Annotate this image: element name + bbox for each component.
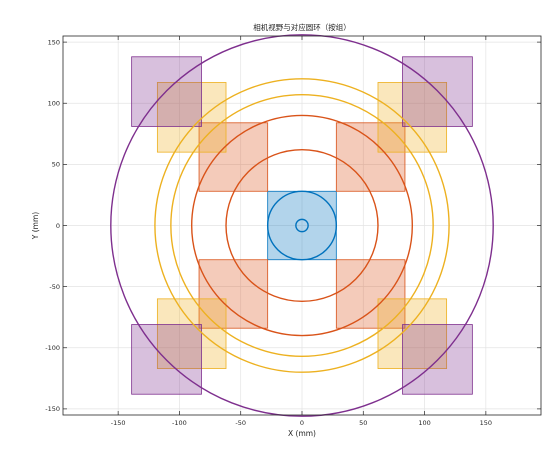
x-axis-label: X (mm) <box>288 429 316 438</box>
y-tick-label: 50 <box>52 161 60 169</box>
fov-rectangle-g2-2 <box>335 122 406 192</box>
x-tick-label: 100 <box>418 419 430 427</box>
y-tick-label: -50 <box>49 283 60 291</box>
ring-circle-g3-1 <box>170 93 434 358</box>
ring-circle-g4-1 <box>110 34 494 417</box>
grid-layer <box>63 36 541 415</box>
ring-circle-g1-2 <box>266 190 338 261</box>
x-tick-label: 50 <box>359 419 367 427</box>
fov-rectangle-g2-4 <box>335 259 406 329</box>
x-tick-label: 150 <box>480 419 492 427</box>
chart-title: 相机视野与对应圆环（按组） <box>253 22 351 32</box>
y-tick-label: 150 <box>48 38 60 46</box>
x-tick-label: -150 <box>111 419 126 427</box>
fov-rectangle-g3-2 <box>377 82 448 153</box>
y-tick-label: -100 <box>45 344 60 352</box>
tick-layer: -150 -100 -50 0 50 100 150 -150 -100 -50 0 50 100 150 <box>45 36 541 427</box>
x-tick-label: -100 <box>172 419 187 427</box>
fov-rectangle-g3-1 <box>156 82 227 153</box>
field-of-view-layer <box>131 56 473 395</box>
fov-rectangle-g2-1 <box>198 122 269 192</box>
y-tick-label: 100 <box>48 100 60 108</box>
ring-circle-g3-2 <box>154 78 450 373</box>
ring-layer <box>110 34 494 417</box>
y-tick-label: -150 <box>45 405 60 413</box>
x-tick-label: 0 <box>300 419 304 427</box>
ring-circle-g2-1 <box>225 148 379 303</box>
fov-rectangle-g3-3 <box>156 298 227 369</box>
ring-circle-g1-1 <box>295 218 309 233</box>
ring-circle-g2-2 <box>190 114 414 337</box>
y-axis-label: Y (mm) <box>31 212 40 241</box>
y-tick-label: 0 <box>56 222 60 230</box>
fov-rectangle-g3-4 <box>377 298 448 369</box>
x-tick-label: -50 <box>235 419 246 427</box>
